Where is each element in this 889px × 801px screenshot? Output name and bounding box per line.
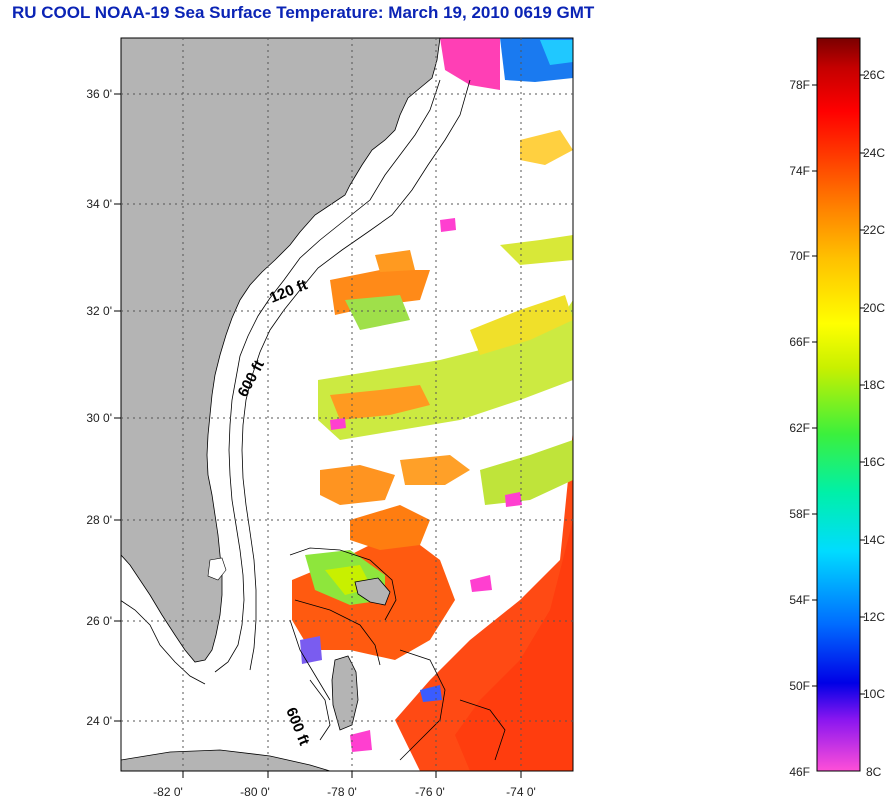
colorbar-c-label: 20C [863,301,885,315]
graticule [121,38,573,771]
land-cuba [121,749,331,771]
bathymetry-contours [121,79,506,761]
colorbar-f-label: 66F [789,335,810,349]
map-panel [121,38,573,771]
colorbar-f-label: 54F [789,593,810,607]
colorbar-c-label: 14C [863,533,885,547]
lat-tick-34: 34 0' [86,197,112,211]
map-frame [120,37,574,772]
colorbar-f-label: 58F [789,507,810,521]
frame-ticks [114,93,522,778]
colorbar-c-label: 18C [863,378,885,392]
colorbar-c-label: 10C [863,687,885,701]
land-mainland [121,38,441,663]
lat-tick-28: 28 0' [86,513,112,527]
colorbar-c-label: 22C [863,223,885,237]
map-title: RU COOL NOAA-19 Sea Surface Temperature:… [12,3,595,22]
colorbar-f-label: 78F [789,78,810,92]
colorbar-gradient [816,37,861,772]
colorbar-f-label: 70F [789,249,810,263]
colorbar: 78F 74F 70F 66F 62F 58F 54F 50F 46F 26C … [789,37,885,779]
colorbar-f-label: 62F [789,421,810,435]
lon-tick-78: -78 0' [327,785,357,799]
lon-tick-80: -80 0' [240,785,270,799]
lon-tick-74: -74 0' [506,785,536,799]
land-grand-bahama [354,577,391,606]
lat-tick-36: 36 0' [86,87,112,101]
colorbar-c-label: 8C [866,765,882,779]
colorbar-f-label: 74F [789,164,810,178]
colorbar-c-label: 26C [863,68,885,82]
lat-tick-26: 26 0' [86,614,112,628]
lat-tick-24: 24 0' [86,714,112,728]
colorbar-c-label: 24C [863,146,885,160]
lat-tick-30: 30 0' [86,411,112,425]
colorbar-c-label: 16C [863,455,885,469]
lon-tick-76: -76 0' [415,785,445,799]
lake-okeechobee [207,557,227,581]
lat-tick-32: 32 0' [86,304,112,318]
lon-tick-82: -82 0' [153,785,183,799]
colorbar-f-label: 50F [789,679,810,693]
colorbar-f-label: 46F [789,765,810,779]
colorbar-c-label: 12C [863,610,885,624]
